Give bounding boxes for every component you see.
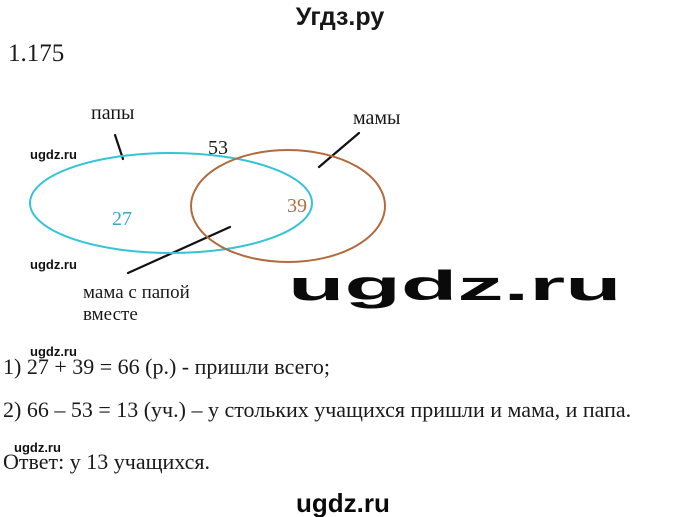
svg-text:53: 53 xyxy=(208,137,228,159)
svg-text:мамы: мамы xyxy=(353,107,401,129)
svg-text:папы: папы xyxy=(91,102,134,124)
svg-text:39: 39 xyxy=(287,195,307,217)
svg-text:27: 27 xyxy=(112,208,132,230)
svg-text:вместе: вместе xyxy=(83,304,138,325)
svg-text:мама с папой: мама с папой xyxy=(83,282,190,303)
